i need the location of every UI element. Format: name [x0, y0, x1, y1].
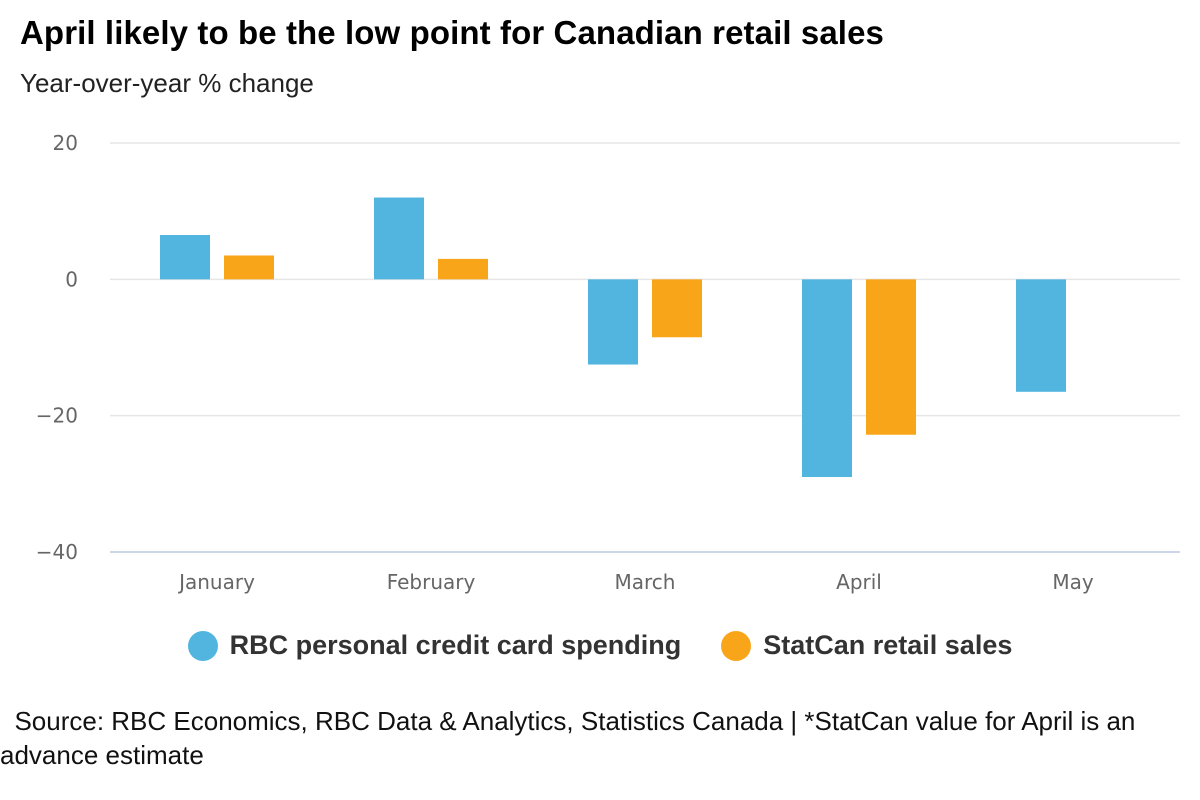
bar-statcan-april[interactable]: [866, 279, 916, 435]
y-tick-label: 0: [65, 267, 78, 291]
x-tick-label: March: [615, 570, 676, 594]
legend-label-statcan: StatCan retail sales: [763, 630, 1013, 660]
y-tick-label: 20: [53, 131, 78, 155]
x-tick-label: April: [836, 570, 882, 594]
grid-layer: [110, 142, 1180, 553]
bar-statcan-march[interactable]: [652, 279, 702, 338]
legend-swatch-rbc: [187, 630, 218, 661]
bar-rbc-january[interactable]: [160, 235, 210, 280]
bar-rbc-march[interactable]: [588, 279, 638, 365]
bar-statcan-january[interactable]: [224, 255, 274, 280]
chart-title: April likely to be the low point for Can…: [20, 14, 884, 51]
legend-item-rbc[interactable]: RBC personal credit card spending: [187, 630, 682, 661]
labels-layer: 20 0 −20 −40 January February March April May: [36, 131, 1094, 594]
bar-chart: 20 0 −20 −40 January February March April May: [36, 131, 1180, 594]
bar-rbc-february[interactable]: [374, 197, 424, 280]
chart-subtitle: Year-over-year % change: [20, 68, 314, 98]
x-tick-label: February: [387, 570, 476, 594]
legend-item-statcan[interactable]: StatCan retail sales: [721, 630, 1012, 661]
bars-layer: [160, 197, 1066, 478]
source-note: Source: RBC Economics, RBC Data & Analyt…: [0, 706, 1143, 770]
bar-rbc-april[interactable]: [802, 279, 852, 478]
bar-rbc-may[interactable]: [1016, 279, 1066, 392]
y-tick-label: −40: [36, 540, 78, 564]
x-tick-label: January: [177, 570, 255, 594]
legend: RBC personal credit card spending StatCa…: [0, 630, 1200, 661]
legend-swatch-statcan: [721, 630, 752, 661]
bar-statcan-february[interactable]: [438, 258, 488, 280]
x-tick-label: May: [1052, 570, 1094, 594]
y-tick-label: −20: [36, 404, 78, 428]
legend-label-rbc: RBC personal credit card spending: [229, 630, 682, 660]
